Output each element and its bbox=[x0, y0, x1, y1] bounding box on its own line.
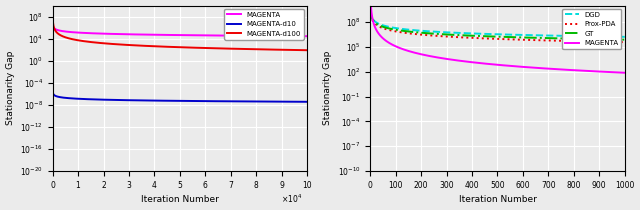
X-axis label: Iteration Number: Iteration Number bbox=[141, 195, 219, 204]
Line: GT: GT bbox=[371, 10, 625, 40]
MAGENTA bbox=[49, 17, 56, 20]
Prox-PDA bbox=[556, 39, 564, 42]
Line: MAGENTA-d100: MAGENTA-d100 bbox=[52, 1, 307, 50]
MAGENTA-d100 bbox=[49, 0, 56, 2]
MAGENTA bbox=[61, 30, 69, 33]
DGD bbox=[556, 34, 564, 37]
GT bbox=[413, 31, 420, 34]
MAGENTA-d10 bbox=[251, 100, 259, 103]
GT bbox=[519, 36, 527, 39]
MAGENTA bbox=[621, 71, 628, 74]
GT bbox=[556, 37, 564, 40]
Prox-PDA bbox=[464, 36, 472, 39]
MAGENTA-d10 bbox=[49, 85, 56, 88]
Prox-PDA bbox=[621, 41, 628, 43]
DGD bbox=[532, 34, 540, 37]
MAGENTA-d10 bbox=[237, 100, 245, 103]
MAGENTA-d100 bbox=[303, 49, 311, 51]
DGD bbox=[464, 32, 472, 34]
MAGENTA bbox=[519, 66, 527, 68]
MAGENTA-d100 bbox=[61, 36, 69, 39]
DGD bbox=[519, 34, 527, 36]
Y-axis label: Stationarity Gap: Stationarity Gap bbox=[323, 51, 332, 126]
DGD bbox=[367, 9, 374, 11]
MAGENTA bbox=[532, 67, 540, 69]
MAGENTA bbox=[303, 35, 311, 37]
MAGENTA-d10 bbox=[211, 100, 218, 102]
Line: MAGENTA: MAGENTA bbox=[52, 18, 307, 36]
MAGENTA bbox=[211, 34, 218, 37]
Legend: MAGENTA, MAGENTA-d10, MAGENTA-d100: MAGENTA, MAGENTA-d10, MAGENTA-d100 bbox=[225, 9, 304, 39]
MAGENTA-d100 bbox=[141, 45, 148, 47]
MAGENTA-d10 bbox=[141, 99, 148, 102]
MAGENTA-d100 bbox=[200, 47, 207, 49]
MAGENTA-d10 bbox=[303, 101, 311, 103]
MAGENTA bbox=[576, 69, 584, 72]
MAGENTA-d10 bbox=[200, 100, 207, 102]
GT bbox=[367, 9, 374, 11]
Prox-PDA bbox=[519, 38, 527, 41]
Legend: DGD, Prox-PDA, GT, MAGENTA: DGD, Prox-PDA, GT, MAGENTA bbox=[562, 9, 621, 49]
MAGENTA-d100 bbox=[211, 47, 218, 50]
Line: MAGENTA-d10: MAGENTA-d10 bbox=[52, 87, 307, 102]
Prox-PDA bbox=[576, 40, 584, 42]
DGD bbox=[576, 35, 584, 37]
MAGENTA bbox=[237, 34, 245, 37]
Prox-PDA bbox=[413, 33, 420, 35]
Prox-PDA bbox=[532, 39, 540, 41]
MAGENTA-d100 bbox=[237, 48, 245, 50]
MAGENTA bbox=[251, 35, 259, 37]
X-axis label: Iteration Number: Iteration Number bbox=[458, 195, 536, 204]
GT bbox=[532, 37, 540, 39]
MAGENTA bbox=[556, 68, 564, 71]
MAGENTA-d100 bbox=[251, 48, 259, 50]
Line: DGD: DGD bbox=[371, 10, 625, 37]
Text: $\times10^4$: $\times10^4$ bbox=[281, 193, 302, 205]
MAGENTA-d10 bbox=[61, 97, 69, 99]
Line: Prox-PDA: Prox-PDA bbox=[371, 10, 625, 42]
MAGENTA bbox=[413, 52, 420, 54]
MAGENTA bbox=[141, 33, 148, 36]
MAGENTA bbox=[464, 60, 472, 63]
Y-axis label: Stationarity Gap: Stationarity Gap bbox=[6, 51, 15, 126]
DGD bbox=[413, 29, 420, 32]
GT bbox=[464, 34, 472, 37]
GT bbox=[621, 38, 628, 41]
DGD bbox=[621, 35, 628, 38]
MAGENTA bbox=[200, 34, 207, 37]
GT bbox=[576, 38, 584, 40]
Prox-PDA bbox=[367, 9, 374, 11]
Line: MAGENTA: MAGENTA bbox=[371, 0, 625, 73]
